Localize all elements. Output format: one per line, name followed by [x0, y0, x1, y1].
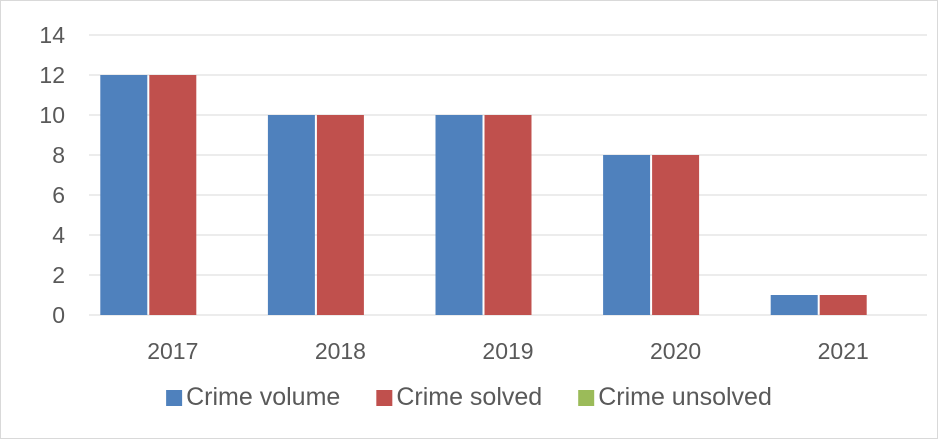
y-tick-label: 6 — [52, 182, 65, 208]
bars — [100, 75, 867, 315]
x-tick-label: 2019 — [482, 338, 533, 364]
legend-label-crime-unsolved: Crime unsolved — [598, 383, 772, 411]
bar-crime-volume-2021 — [770, 295, 818, 315]
legend-label-crime-solved: Crime solved — [396, 383, 542, 411]
y-tick-label: 14 — [39, 22, 65, 48]
y-tick-label: 4 — [52, 222, 65, 248]
bar-crime-solved-2021 — [819, 295, 867, 315]
bar-crime-volume-2020 — [603, 155, 651, 315]
x-tick-label: 2018 — [315, 338, 366, 364]
x-tick-label: 2017 — [147, 338, 198, 364]
legend: Crime volume Crime solved Crime unsolved — [166, 383, 772, 411]
bar-crime-volume-2017 — [100, 75, 148, 315]
x-tick-label: 2020 — [650, 338, 701, 364]
legend-swatch-crime-solved — [376, 390, 393, 406]
bar-crime-volume-2019 — [435, 115, 483, 315]
bar-crime-volume-2018 — [267, 115, 315, 315]
y-axis-tick-labels: 0 2 4 6 8 10 12 14 — [39, 22, 65, 328]
x-axis-tick-labels: 2017 2018 2019 2020 2021 — [147, 338, 869, 364]
bar-crime-solved-2018 — [316, 115, 364, 315]
legend-swatch-crime-unsolved — [578, 390, 595, 406]
y-tick-label: 2 — [52, 262, 65, 288]
bar-crime-solved-2017 — [149, 75, 197, 315]
y-tick-label: 10 — [39, 102, 65, 128]
y-tick-label: 8 — [52, 142, 65, 168]
legend-swatch-crime-volume — [166, 390, 183, 406]
bar-crime-solved-2019 — [484, 115, 532, 315]
legend-label-crime-volume: Crime volume — [186, 383, 340, 411]
y-tick-label: 0 — [52, 302, 65, 328]
x-tick-label: 2021 — [818, 338, 869, 364]
bar-crime-solved-2020 — [652, 155, 700, 315]
y-tick-label: 12 — [39, 62, 65, 88]
